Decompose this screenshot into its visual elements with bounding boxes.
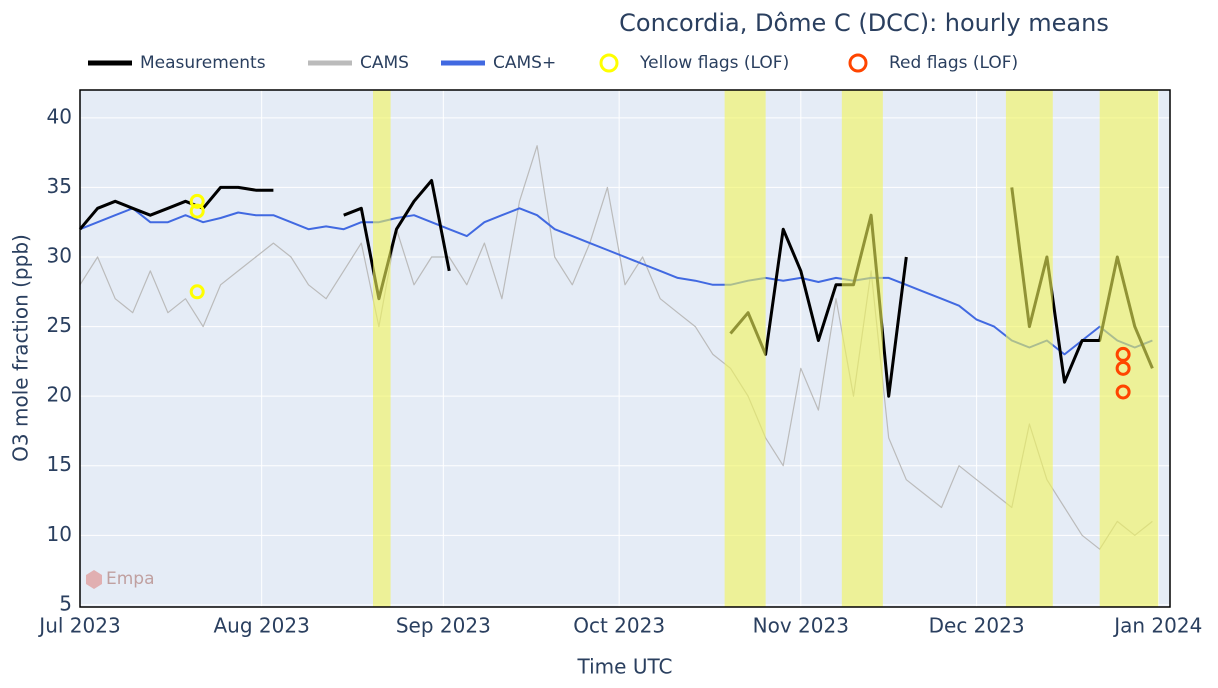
y-tick-label: 30	[47, 243, 72, 267]
watermark-logo	[86, 570, 102, 589]
y-tick-label: 35	[47, 174, 72, 198]
flag-marker	[1115, 346, 1131, 362]
y-tick-label: 20	[47, 383, 72, 407]
y-tick-label: 25	[47, 313, 72, 337]
plot-border	[79, 89, 1171, 608]
y-tick-label: 40	[47, 104, 72, 128]
shaded-period	[1099, 90, 1159, 607]
x-tick-label: Sep 2023	[396, 614, 491, 638]
shaded-period	[724, 90, 766, 607]
legend-swatch	[599, 53, 619, 73]
legend: Measurements CAMS CAMS+ Yellow flags (LOF) R…	[88, 53, 1018, 73]
legend-label: Red flags (LOF)	[889, 53, 1018, 73]
shaded-period	[373, 90, 391, 607]
legend-label: Yellow flags (LOF)	[639, 53, 789, 73]
shaded-period	[1005, 90, 1053, 607]
x-tick-label: Dec 2023	[929, 614, 1025, 638]
flag-marker	[189, 284, 205, 300]
x-axis-title: Time UTC	[577, 655, 673, 679]
bands	[373, 90, 1159, 607]
flag-marker	[1115, 360, 1131, 376]
legend-swatch	[848, 53, 868, 73]
legend-label: Measurements	[140, 53, 266, 73]
legend-label: CAMS+	[493, 53, 556, 73]
lines	[78, 145, 1154, 550]
marks	[189, 193, 1131, 400]
x-tick-label: Oct 2023	[573, 614, 665, 638]
y-tick-label: 10	[47, 522, 72, 546]
shaded-period	[841, 90, 883, 607]
x-tick-label: Nov 2023	[753, 614, 849, 638]
y-axis-title: O3 mole fraction (ppb)	[9, 234, 33, 462]
flag-marker	[189, 193, 205, 209]
series-line	[79, 145, 1153, 550]
y-tick-label: 5	[59, 591, 72, 615]
x-tick-label: Jul 2023	[37, 614, 120, 638]
watermark: Empa	[106, 569, 155, 589]
y-tick-label: 15	[47, 452, 72, 476]
x-tick-label: Jan 2024	[1112, 614, 1202, 638]
flag-marker	[189, 203, 205, 219]
flag-marker	[1115, 384, 1131, 400]
chart-title: Concordia, Dôme C (DCC): hourly means	[619, 9, 1109, 37]
x-tick-label: Aug 2023	[214, 614, 310, 638]
series-line	[79, 207, 1153, 356]
series-line	[78, 179, 1154, 398]
legend-label: CAMS	[360, 53, 409, 73]
